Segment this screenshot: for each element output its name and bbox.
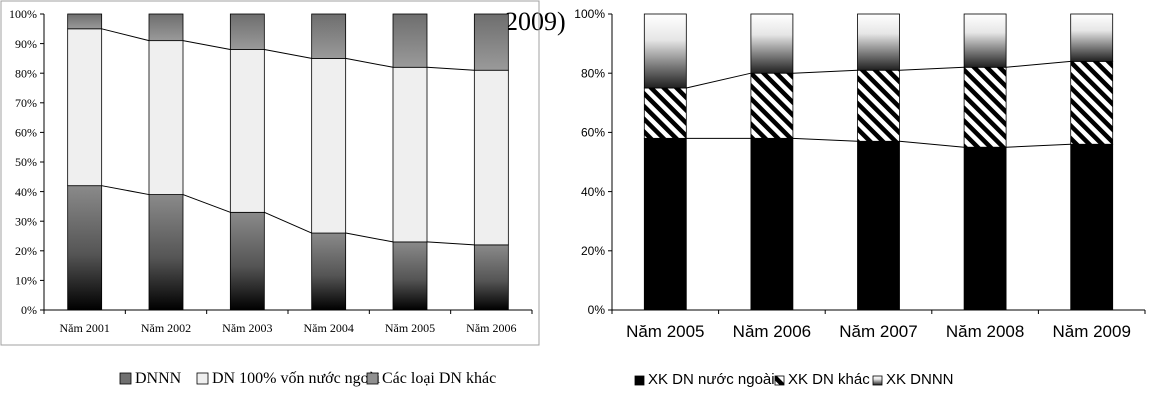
y-tick-label: 0% (588, 303, 606, 317)
y-tick-label: 40% (581, 185, 605, 199)
right-legend: XK DN nước ngoài XK DN khác XK DNNN (634, 371, 954, 388)
series-line (345, 57, 394, 68)
legend-label: Các loại DN khác (382, 370, 496, 387)
bar-xk-dn-n-c-ngo-i-2 (857, 140, 900, 311)
y-tick-label: 10% (15, 274, 37, 288)
bar-xk-dn-n-c-ngo-i-4 (1070, 143, 1114, 311)
y-tick-label: 40% (15, 185, 37, 199)
y-tick-label: 100% (9, 7, 37, 21)
bar-dnnn-2 (229, 211, 265, 311)
series-line (101, 185, 150, 196)
series-line (426, 241, 475, 246)
bar-dnnn-1 (148, 194, 184, 311)
x-tick-label: Năm 2005 (626, 322, 704, 341)
series-line (899, 66, 965, 71)
y-tick-label: 80% (581, 66, 605, 80)
legend-label: DNNN (135, 370, 182, 387)
x-tick-label: Năm 2002 (141, 321, 191, 335)
chart-title-fragment: 2009) (505, 7, 566, 36)
series-line (1006, 60, 1071, 68)
legend-label: DN 100% vốn nước ngoài (212, 370, 381, 387)
bar-dnnn-5 (473, 244, 509, 311)
bar-dn-100-v-n-n-c-ngo-i-5 (473, 69, 509, 246)
series-line (264, 211, 312, 234)
left-chart-frame (0, 0, 540, 346)
series-line (792, 137, 858, 142)
y-tick-label: 50% (15, 155, 37, 169)
bar-dnnn-4 (392, 241, 428, 311)
series-line (101, 28, 150, 42)
y-tick-label: 0% (21, 303, 37, 317)
legend-swatch (196, 372, 209, 385)
series-line (1006, 143, 1071, 148)
series-line (182, 40, 231, 51)
series-line (899, 140, 965, 148)
bar-xk-dn-kh-c-4 (1070, 60, 1114, 145)
bar-dn-100-v-n-n-c-ngo-i-4 (392, 66, 428, 243)
x-tick-label: Năm 2004 (304, 321, 354, 335)
y-tick-label: 60% (15, 126, 37, 140)
bar-xk-dn-kh-c-3 (963, 66, 1007, 148)
y-tick-label: 60% (581, 126, 605, 140)
x-tick-label: Năm 2006 (733, 322, 811, 341)
series-line (264, 49, 312, 59)
y-tick-label: 20% (581, 244, 605, 258)
x-tick-label: Năm 2008 (946, 322, 1024, 341)
legend-swatch (119, 372, 132, 385)
series-line (426, 66, 475, 71)
bar-c-c-lo-i-dn-kh-c-4 (392, 13, 428, 68)
bar-c-c-lo-i-dn-kh-c-0 (67, 13, 103, 30)
x-tick-label: Năm 2005 (385, 321, 435, 335)
x-tick-label: Năm 2007 (839, 322, 917, 341)
x-tick-label: Năm 2001 (60, 321, 110, 335)
legend-swatch (366, 372, 379, 385)
bar-dn-100-v-n-n-c-ngo-i-3 (311, 58, 347, 234)
legend-label: XK DN nước ngoài (648, 371, 775, 388)
bar-dn-100-v-n-n-c-ngo-i-2 (229, 49, 265, 213)
bar-xk-dnnn-4 (1070, 13, 1114, 62)
legend-label: XK DN khác (788, 371, 870, 388)
bar-dn-100-v-n-n-c-ngo-i-0 (67, 28, 103, 187)
bar-c-c-lo-i-dn-kh-c-5 (473, 13, 509, 71)
series-line (792, 69, 858, 74)
bar-xk-dn-n-c-ngo-i-0 (643, 137, 687, 311)
legend-label: XK DNNN (886, 371, 954, 388)
bar-xk-dnnn-1 (750, 13, 794, 74)
legend-swatch (634, 375, 645, 386)
bar-dnnn-3 (311, 232, 347, 311)
x-tick-label: Năm 2003 (222, 321, 272, 335)
bar-xk-dnnn-2 (857, 13, 900, 71)
bar-c-c-lo-i-dn-kh-c-3 (311, 13, 347, 59)
bar-xk-dnnn-3 (963, 13, 1007, 68)
bar-xk-dn-n-c-ngo-i-1 (750, 137, 794, 311)
y-tick-label: 20% (15, 244, 37, 258)
y-tick-label: 100% (574, 7, 605, 21)
legend-swatch (774, 375, 785, 386)
y-tick-label: 90% (15, 37, 37, 51)
left-legend: DNNN DN 100% vốn nước ngoài Các loại DN kh… (119, 370, 496, 387)
x-tick-label: Năm 2006 (466, 321, 516, 335)
y-tick-label: 70% (15, 96, 37, 110)
bar-xk-dn-kh-c-0 (643, 87, 687, 139)
right-chart: 0% 20% 40% 60% 80% 100% Năm 2005 Năm 2006 Năm 20… (574, 7, 1146, 341)
series-line (182, 194, 231, 213)
bar-dnnn-0 (67, 185, 103, 311)
legend-swatch (872, 375, 883, 386)
bar-xk-dn-kh-c-2 (857, 69, 900, 142)
bar-c-c-lo-i-dn-kh-c-1 (148, 13, 184, 42)
y-tick-label: 80% (15, 66, 37, 80)
bar-xk-dnnn-0 (643, 13, 687, 89)
bar-dn-100-v-n-n-c-ngo-i-1 (148, 40, 184, 195)
series-line (686, 72, 752, 89)
x-tick-label: Năm 2009 (1052, 322, 1130, 341)
bar-xk-dn-kh-c-1 (750, 72, 794, 139)
y-tick-label: 30% (15, 214, 37, 228)
left-chart: 0% 10% 20% 30% 40% 50% 60% 70% 80% 90% 100% Năm 200… (9, 7, 533, 335)
bar-xk-dn-n-c-ngo-i-3 (963, 146, 1007, 311)
bar-c-c-lo-i-dn-kh-c-2 (229, 13, 265, 50)
series-line (345, 232, 394, 243)
